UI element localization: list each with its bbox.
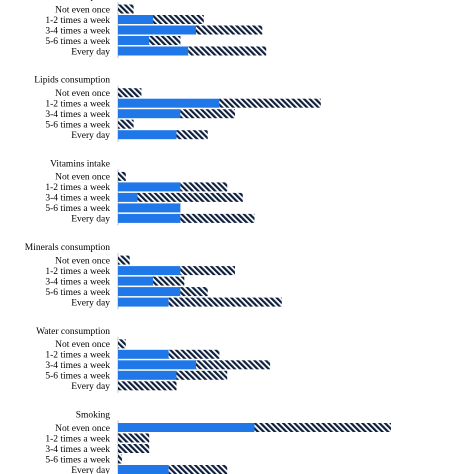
bar-segment-series-2: [118, 433, 150, 443]
bar-segment-series-2: [118, 88, 142, 98]
bar-segment-series-2: [180, 287, 208, 297]
bar-segment-series-2: [153, 15, 204, 24]
category-label: Every day: [71, 382, 110, 392]
category-label: Every day: [71, 215, 110, 225]
category-label: 3-4 times a week: [45, 361, 110, 371]
category-label: 3-4 times a week: [45, 445, 110, 455]
category-label: Every day: [71, 466, 110, 474]
category-label: Not even once: [55, 340, 110, 350]
category-label: 1-2 times a week: [45, 16, 110, 26]
bar-segment-series-2: [168, 349, 220, 359]
bar-segment-series-2: [176, 130, 208, 140]
bar-segment-series-1: [118, 297, 169, 307]
category-label: 3-4 times a week: [45, 110, 110, 120]
category-label: 1-2 times a week: [45, 100, 110, 110]
category-label: 5-6 times a week: [45, 204, 110, 214]
category-label: Not even once: [55, 89, 110, 99]
bar-segment-series-1: [118, 192, 138, 202]
category-label: Not even once: [55, 424, 110, 434]
bar-segment-series-1: [118, 465, 169, 474]
category-label: 5-6 times a week: [45, 37, 110, 47]
category-label: 5-6 times a week: [45, 372, 110, 382]
bar-segment-series-2: [180, 182, 228, 192]
bar-segment-series-2: [118, 339, 126, 349]
bar-segment-series-2: [180, 213, 255, 223]
bar-segment-series-1: [118, 276, 154, 286]
category-label: 1-2 times a week: [45, 434, 110, 444]
bar-segment-series-2: [118, 119, 134, 129]
bar-segment-series-1: [118, 98, 220, 108]
group-title: Lipids consumption: [34, 76, 110, 86]
group-title: Vitamins intake: [50, 159, 110, 169]
group-title: Smoking: [76, 411, 111, 421]
bar-segment-series-2: [180, 266, 235, 276]
bar-segment-series-1: [118, 213, 181, 223]
bar-segment-series-2: [137, 192, 243, 202]
category-label: 3-4 times a week: [45, 277, 110, 287]
category-label: 5-6 times a week: [45, 288, 110, 298]
category-label: 1-2 times a week: [45, 351, 110, 361]
category-label: 3-4 times a week: [45, 26, 110, 36]
bar-segment-series-2: [118, 255, 130, 265]
bar-segment-series-2: [176, 370, 228, 380]
bar-segment-series-1: [118, 287, 181, 297]
category-label: 1-2 times a week: [45, 267, 110, 277]
category-label: 5-6 times a week: [45, 121, 110, 131]
bar-segment-series-1: [118, 25, 196, 35]
category-label: Every day: [71, 298, 110, 308]
bar-segment-series-2: [118, 381, 177, 391]
group-title: Minerals consumption: [25, 243, 110, 253]
bar-segment-series-2: [219, 98, 321, 108]
category-label: Not even once: [55, 5, 110, 15]
bar-segment-series-2: [168, 465, 228, 474]
bar-segment-series-1: [118, 266, 181, 276]
bar-segment-series-1: [118, 15, 154, 24]
group-title: Proteins consumption: [27, 0, 110, 2]
category-label: 3-4 times a week: [45, 194, 110, 204]
bar-segment-series-1: [118, 203, 181, 213]
category-label: Not even once: [55, 256, 110, 266]
bar-segment-series-1: [118, 46, 189, 56]
bar-segment-series-2: [153, 276, 185, 286]
bar-segment-series-1: [118, 130, 177, 140]
bar-segment-series-1: [118, 360, 196, 370]
bar-segment-series-1: [118, 182, 181, 192]
bar-segment-series-2: [196, 360, 271, 370]
bar-segment-series-1: [118, 349, 169, 359]
category-label: 1-2 times a week: [45, 183, 110, 193]
group-title: Water consumption: [36, 327, 110, 337]
category-label: 5-6 times a week: [45, 455, 110, 465]
bar-segment-series-1: [118, 370, 177, 380]
bar-segment-series-2: [180, 109, 235, 119]
bar-segment-series-2: [118, 4, 134, 14]
bar-segment-series-2: [149, 36, 181, 45]
bar-segment-series-1: [118, 109, 181, 119]
bar-segment-series-2: [118, 171, 126, 181]
category-label: Every day: [71, 131, 110, 141]
bar-segment-series-2: [196, 25, 263, 35]
bar-segment-series-1: [118, 36, 150, 45]
bar-segment-series-2: [118, 454, 122, 464]
bar-segment-series-1: [118, 423, 255, 432]
bar-segment-series-2: [168, 297, 282, 307]
bar-segment-series-2: [118, 444, 150, 453]
bar-segment-series-2: [188, 46, 267, 56]
category-label: Every day: [71, 47, 110, 57]
bar-segment-series-2: [254, 423, 391, 432]
category-label: Not even once: [55, 173, 110, 183]
